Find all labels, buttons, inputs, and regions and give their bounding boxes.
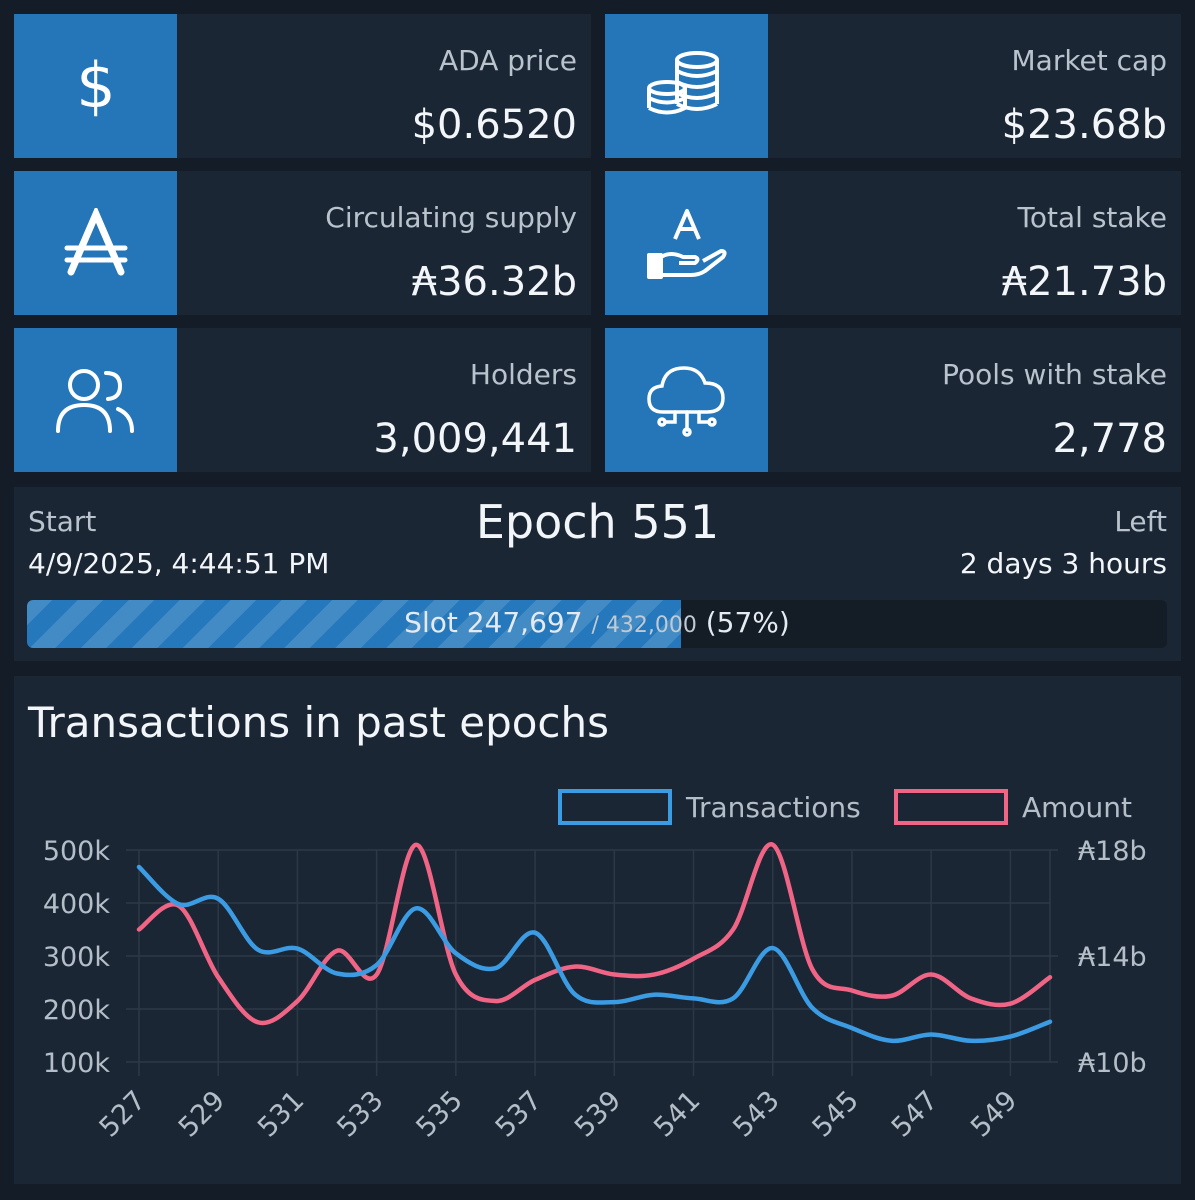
legend-label-transactions: Transactions xyxy=(685,791,861,824)
stat-value: 3,009,441 xyxy=(373,416,577,462)
stat-value: ₳21.73b xyxy=(1001,259,1167,305)
cloud-network-icon-box xyxy=(605,328,768,472)
epoch-progress-text: Slot 247,697 / 432,000 (57%) xyxy=(27,606,1167,639)
epoch-left-label: Left xyxy=(1114,505,1167,538)
x-tick-label: 547 xyxy=(886,1085,944,1143)
stat-card-circulating-supply: Circulating supply ₳36.32b xyxy=(14,171,591,315)
epoch-left-value: 2 days 3 hours xyxy=(959,547,1167,580)
y-tick-left: 200k xyxy=(43,995,111,1026)
cloud-network-icon xyxy=(646,366,725,437)
chart-title: Transactions in past epochs xyxy=(28,698,610,747)
y-tick-right: ₳10b xyxy=(1078,1048,1147,1079)
y-tick-left: 300k xyxy=(43,942,111,973)
x-tick-label: 537 xyxy=(490,1085,548,1143)
x-tick-label: 541 xyxy=(648,1085,706,1143)
legend-swatch-amount xyxy=(894,789,1008,825)
x-tick-label: 533 xyxy=(331,1085,389,1143)
stat-label: Holders xyxy=(469,358,577,391)
epoch-panel: Start 4/9/2025, 4:44:51 PM Epoch 551 Lef… xyxy=(14,487,1181,661)
x-tick-label: 539 xyxy=(569,1085,627,1143)
y-tick-left: 100k xyxy=(43,1048,111,1079)
ada-icon-box xyxy=(14,171,177,315)
stat-card-holders: Holders 3,009,441 xyxy=(14,328,591,472)
y-tick-right: ₳18b xyxy=(1078,836,1147,867)
stake-hand-icon xyxy=(646,209,727,279)
stat-label: Market cap xyxy=(1011,44,1167,77)
transactions-chart-panel: Transactions in past epochs 500k 400k 300k… xyxy=(14,676,1181,1184)
users-icon-box xyxy=(14,328,177,472)
y-tick-left: 400k xyxy=(43,889,111,920)
y-tick-right: ₳14b xyxy=(1078,942,1147,973)
svg-text:$: $ xyxy=(76,51,115,121)
stat-card-market-cap: Market cap $23.68b xyxy=(605,14,1181,158)
x-tick-label: 535 xyxy=(410,1085,468,1143)
x-tick-label: 543 xyxy=(727,1085,785,1143)
series-line-transactions xyxy=(136,864,1053,1044)
x-tick-label: 545 xyxy=(807,1085,865,1143)
stat-label: Pools with stake xyxy=(942,358,1167,391)
legend-label-amount: Amount xyxy=(1022,791,1132,824)
stat-card-pools: Pools with stake 2,778 xyxy=(605,328,1181,472)
dollar-icon: $ xyxy=(76,51,115,121)
slot-percent: (57%) xyxy=(705,606,790,639)
coins-icon xyxy=(646,51,719,115)
slot-total: / 432,000 xyxy=(591,613,697,638)
series-line-amount xyxy=(136,842,1053,1026)
legend-swatch-transactions xyxy=(558,789,672,825)
users-icon xyxy=(55,369,134,433)
stat-card-ada-price: $ ADA price $0.6520 xyxy=(14,14,591,158)
epoch-progress-bar: Slot 247,697 / 432,000 (57%) xyxy=(27,600,1167,648)
stat-card-total-stake: Total stake ₳21.73b xyxy=(605,171,1181,315)
coins-icon-box xyxy=(605,14,768,158)
stat-label: Circulating supply xyxy=(325,201,577,234)
stat-value: $23.68b xyxy=(1001,102,1167,148)
stake-hand-icon-box xyxy=(605,171,768,315)
stat-label: ADA price xyxy=(439,44,577,77)
dollar-icon-box: $ xyxy=(14,14,177,158)
epoch-start-label: Start xyxy=(28,505,97,538)
y-tick-left: 500k xyxy=(43,836,111,867)
epoch-title: Epoch 551 xyxy=(475,495,720,549)
epoch-progress-fill xyxy=(27,600,681,648)
x-tick-label: 529 xyxy=(173,1085,231,1143)
x-tick-label: 549 xyxy=(965,1085,1023,1143)
x-tick-label: 527 xyxy=(94,1085,152,1143)
slot-text: Slot 247,697 xyxy=(404,606,583,639)
stat-value: $0.6520 xyxy=(411,102,577,148)
stat-value: 2,778 xyxy=(1052,416,1167,462)
x-tick-label: 531 xyxy=(252,1085,310,1143)
stat-label: Total stake xyxy=(1017,201,1167,234)
epoch-start-date: 4/9/2025, 4:44:51 PM xyxy=(28,547,330,580)
stat-value: ₳36.32b xyxy=(411,259,577,305)
transactions-chart: 500k 400k 300k 200k 100k ₳18b ₳14b ₳10b 527 529 53… xyxy=(43,789,1147,1143)
ada-icon xyxy=(64,208,127,276)
